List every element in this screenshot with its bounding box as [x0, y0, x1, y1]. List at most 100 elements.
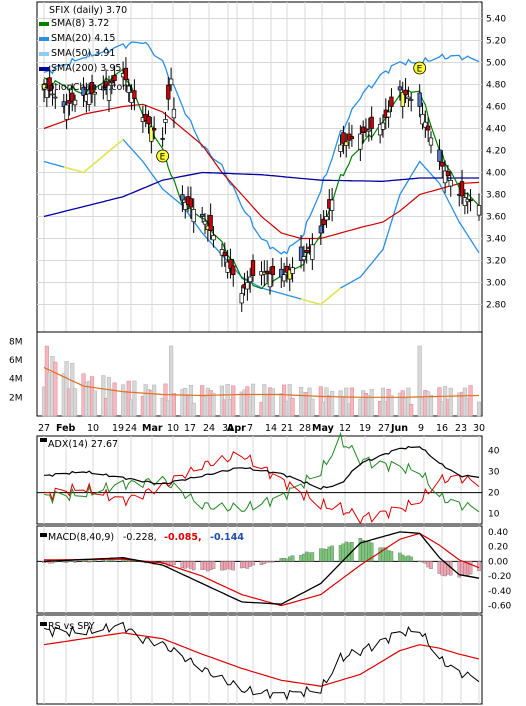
macd-histogram-bar	[73, 561, 77, 563]
adx-label: ADX(14) 27.67	[48, 439, 118, 450]
candle-body	[106, 84, 112, 101]
macd-histogram-bar	[231, 561, 236, 571]
rs-label: RS vs SPY	[48, 621, 95, 632]
volume-bar	[132, 380, 137, 417]
candle-body	[50, 93, 55, 96]
candle-body	[64, 104, 69, 120]
volume-bar	[476, 401, 482, 417]
candle-body	[222, 252, 227, 257]
candle-body	[290, 267, 295, 274]
candle-body	[152, 128, 157, 131]
macd-histogram-bar	[251, 561, 255, 566]
price-tick-label: 3.80	[486, 191, 506, 201]
minus-di-line	[43, 451, 480, 525]
date-label: 14	[265, 423, 277, 434]
volume-bar	[409, 403, 414, 417]
candle-body	[41, 84, 47, 91]
adx-tick-label: 30	[488, 468, 500, 478]
candle-body	[53, 96, 58, 99]
earnings-marker	[413, 61, 427, 75]
candle-body	[310, 244, 315, 260]
date-label: 24	[125, 423, 137, 434]
macd-histogram-bar	[271, 561, 275, 563]
volume-bar	[169, 345, 174, 417]
price-tick-label: 4.00	[486, 169, 506, 179]
earnings-marker-label: E	[417, 65, 423, 75]
date-label: 10	[87, 423, 99, 434]
candle-body	[417, 92, 422, 107]
macd-tick-label: -0.40	[488, 587, 512, 597]
volume-bar	[330, 391, 335, 417]
candle-body	[183, 202, 188, 210]
legend-label: SMA(8) 3.72	[51, 18, 109, 29]
legend-swatch	[39, 67, 49, 71]
price-tick-label: 4.60	[486, 103, 506, 113]
price-tick-label: 3.20	[486, 257, 506, 267]
rs-average-line	[43, 632, 480, 687]
date-label: 12	[339, 423, 351, 434]
candle-body	[87, 93, 92, 105]
price-tick-label: 2.80	[486, 301, 506, 311]
price-tick-label: 5.00	[486, 59, 506, 69]
candle-body	[448, 180, 453, 187]
candle-body	[341, 132, 346, 144]
macd-histogram-bar	[112, 560, 117, 562]
candle-body	[180, 194, 185, 201]
adx-tick-label: 20	[488, 489, 500, 499]
candle-body	[70, 92, 75, 103]
volume-bar	[349, 387, 354, 417]
macd-value: -0.228,	[123, 532, 157, 543]
macd-histogram-bar	[84, 559, 89, 562]
candle-body	[366, 129, 371, 132]
volume-tick-label: 2M	[9, 393, 23, 403]
bb-upper-line	[43, 41, 480, 255]
candle-body	[146, 116, 151, 125]
date-label: 30	[473, 423, 485, 434]
price-tick-label: 3.60	[486, 213, 506, 223]
candle-body	[191, 209, 196, 223]
macd-histogram-bar	[477, 561, 481, 572]
watermark: OptionChance.com	[41, 82, 132, 93]
date-label: 28	[299, 423, 311, 434]
volume-bar	[188, 385, 193, 417]
candle-body	[101, 86, 106, 91]
candle-body	[440, 161, 445, 167]
date-label: 9	[418, 423, 424, 434]
macd-tick-label: 0.40	[488, 528, 508, 538]
price-tick-label: 3.40	[486, 235, 506, 245]
candle-body	[284, 265, 290, 273]
legend-swatch	[39, 22, 49, 26]
candle-body	[248, 276, 253, 283]
volume-bar	[290, 397, 295, 417]
candle-body	[200, 213, 205, 217]
candle-body	[369, 116, 374, 129]
macd-histogram-bar	[310, 552, 315, 562]
date-label: 10	[167, 423, 179, 434]
macd-tick-label: 0.20	[488, 543, 508, 553]
macd-signal-line	[44, 532, 480, 607]
date-label: 21	[281, 423, 293, 434]
candle-body	[380, 122, 386, 130]
legend-swatch	[39, 52, 49, 56]
candle-body	[400, 92, 405, 107]
date-label: Mar	[142, 423, 163, 434]
macd-histogram-bar	[191, 561, 196, 571]
adx-frame	[36, 435, 483, 525]
macd-histogram-bar	[290, 555, 295, 562]
candle-body	[103, 81, 109, 88]
candle-body	[126, 85, 131, 93]
rs-panel: RS vs SPY	[36, 614, 483, 705]
volume-bar	[344, 387, 349, 417]
earnings-marker-label: E	[160, 153, 166, 163]
adx-panel: 40 30 20 10 ADX(14) 27.67	[36, 431, 500, 525]
candle-body	[72, 99, 78, 106]
macd-histogram-bar	[389, 551, 394, 562]
macd-tick-label: -0.60	[488, 602, 512, 612]
candle-body	[188, 198, 194, 208]
macd-histogram-bar	[262, 561, 267, 564]
candle-body	[459, 181, 465, 197]
price-panel: 5.40 5.20 5.00 4.80 4.60 4.40 4.20 4.00 3.80 3.60…	[36, 1, 506, 333]
candle-body	[211, 235, 216, 241]
volume-bar	[250, 383, 256, 417]
